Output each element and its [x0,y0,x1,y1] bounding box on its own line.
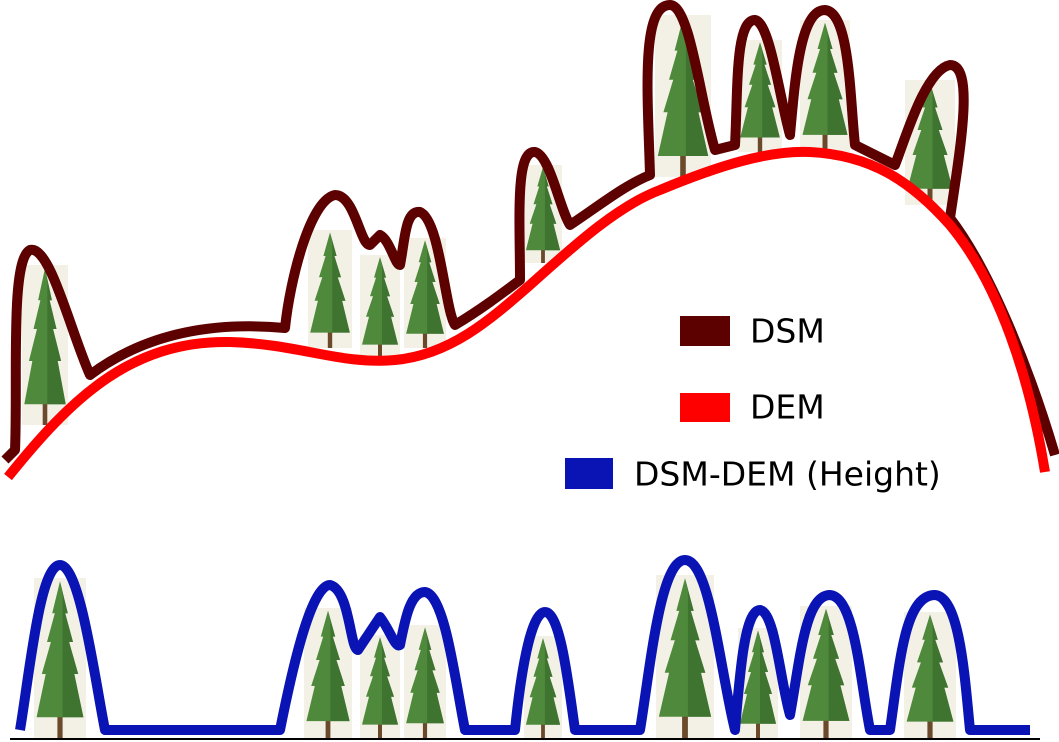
tree [304,608,352,738]
tree [308,230,352,348]
legend-swatch [565,458,613,489]
tree [360,635,400,738]
legend-swatch [680,393,730,422]
tree [360,255,400,358]
dem-curve [4,146,1050,481]
legend-label: DSM-DEM (Height) [634,455,941,494]
legend-swatch [680,316,730,346]
tree [404,625,446,738]
legend-label: DSM [750,312,825,351]
dsm-curve [1,0,1059,464]
tree [904,612,956,738]
trees-top [22,15,955,425]
legend-label: DEM [750,388,825,427]
legend: DSM DEM DSM-DEM (Height) [565,312,941,494]
height-curve [15,555,1030,735]
